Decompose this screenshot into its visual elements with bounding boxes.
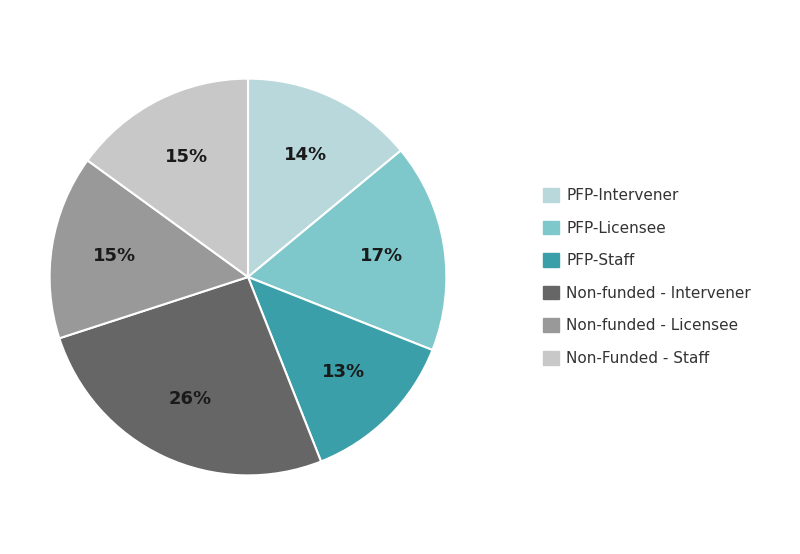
Text: 13%: 13% xyxy=(322,363,365,381)
Wedge shape xyxy=(248,151,446,350)
Text: 26%: 26% xyxy=(169,390,212,408)
Legend: PFP-Intervener, PFP-Licensee, PFP-Staff, Non-funded - Intervener, Non-funded - L: PFP-Intervener, PFP-Licensee, PFP-Staff,… xyxy=(543,188,751,366)
Wedge shape xyxy=(50,161,248,338)
Text: 14%: 14% xyxy=(284,146,327,164)
Wedge shape xyxy=(87,79,248,277)
Text: 17%: 17% xyxy=(360,247,403,265)
Text: 15%: 15% xyxy=(93,247,136,265)
Text: 15%: 15% xyxy=(165,148,208,166)
Wedge shape xyxy=(248,79,401,277)
Wedge shape xyxy=(59,277,321,475)
Wedge shape xyxy=(248,277,433,461)
